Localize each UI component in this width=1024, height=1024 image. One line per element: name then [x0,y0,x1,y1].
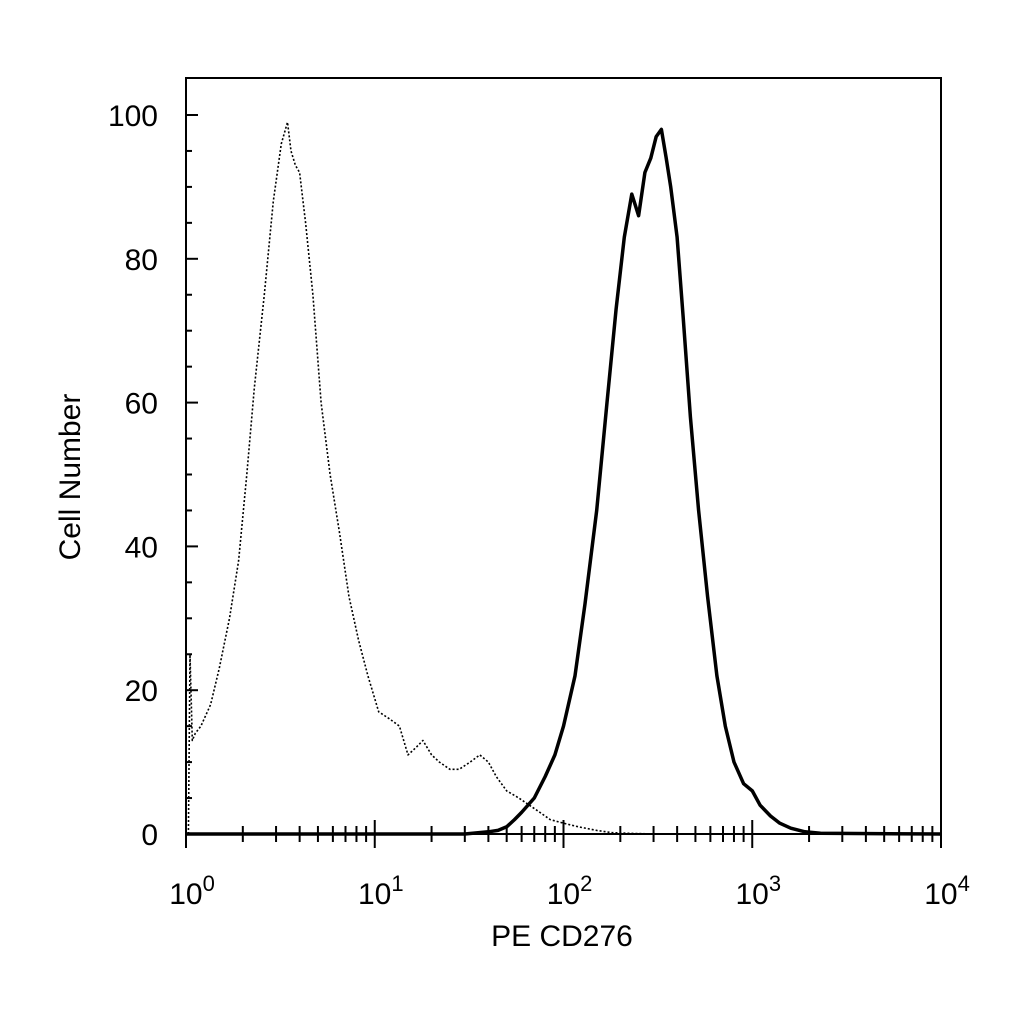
series-line-dotted [187,121,941,835]
x-tick-label: 103 [735,871,781,911]
y-axis: 0 20 40 60 80 100 [108,100,198,852]
x-tick-label: 102 [547,871,593,911]
y-tick-label: 60 [125,388,158,421]
series-layer [186,121,942,836]
x-tick-label: 100 [169,871,215,911]
x-axis: 100 101 102 103 104 [169,820,970,911]
x-tick-label: 101 [358,871,404,911]
x-axis-title: PE CD276 [491,920,633,953]
y-tick-label: 40 [125,531,158,564]
y-tick-label: 0 [141,819,158,852]
y-tick-label: 100 [108,100,158,133]
y-tick-label: 20 [125,675,158,708]
y-tick-label: 80 [125,244,158,277]
series-line-solid [186,127,942,836]
x-tick-label: 104 [924,871,970,911]
y-axis-title: Cell Number [54,394,87,561]
